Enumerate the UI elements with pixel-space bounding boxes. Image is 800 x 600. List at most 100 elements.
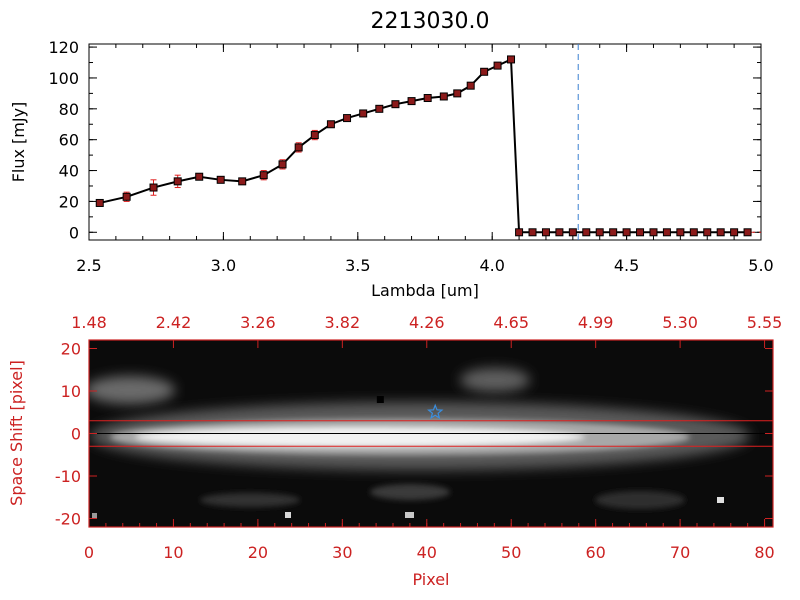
data-point	[622, 228, 631, 237]
data-point	[278, 160, 287, 169]
bright-pixel-3	[717, 497, 724, 503]
y-tick-label: 20	[59, 192, 79, 211]
data-point	[195, 172, 204, 181]
y-tick-label: 120	[48, 38, 79, 57]
x-tick-label: 3.5	[345, 256, 370, 275]
flux-markers	[95, 55, 752, 237]
y-tick-label: -20	[55, 510, 81, 529]
data-point	[507, 55, 516, 64]
flux-error-bars	[96, 55, 515, 207]
y-tick-label: 10	[61, 382, 81, 401]
x-tick-label: 80	[754, 543, 774, 562]
y-tick-label: 0	[69, 223, 79, 242]
data-point	[662, 228, 671, 237]
data-point	[343, 114, 352, 123]
data-point	[743, 228, 752, 237]
x-tick-label: 4.5	[614, 256, 639, 275]
data-point	[541, 228, 550, 237]
noise-patch-1	[370, 484, 450, 500]
data-point	[238, 177, 247, 186]
bright-pixel-4	[92, 513, 97, 518]
x-tick-label: 30	[332, 543, 352, 562]
bottom-tick-labels: 0 10 20 30 40 50 60 70 80 -20 -10 0 10 20	[55, 340, 775, 563]
top-axis-label: 1.48	[71, 313, 107, 332]
data-point	[439, 92, 448, 101]
data-point	[582, 228, 591, 237]
x-tick-label: 3.0	[211, 256, 236, 275]
top-axis-label: 3.82	[325, 313, 361, 332]
bright-pixel-1	[285, 512, 291, 518]
top-axis-label: 3.26	[240, 313, 276, 332]
data-point	[703, 228, 712, 237]
x-tick-label: 50	[501, 543, 521, 562]
y-tick-label: 80	[59, 100, 79, 119]
y-tick-label: 0	[71, 425, 81, 444]
top-tick-labels: 2.5 3.0 3.5 4.0 4.5 5.0 0 20 40 60 80 100 120	[48, 38, 773, 275]
bottom-x-axis-label: Pixel	[412, 570, 449, 589]
x-tick-label: 60	[585, 543, 605, 562]
bottom-y-axis-label: Space Shift [pixel]	[7, 360, 26, 506]
data-point	[310, 131, 319, 140]
y-tick-label: 40	[59, 162, 79, 181]
data-point	[555, 228, 564, 237]
noise-patch-2	[200, 493, 300, 507]
x-tick-label: 20	[248, 543, 268, 562]
top-axis-label: 4.99	[578, 313, 614, 332]
data-point	[407, 97, 416, 106]
top-axis-label: 5.30	[662, 313, 698, 332]
noise-patch-3	[595, 491, 685, 509]
data-point	[149, 183, 158, 192]
data-point	[689, 228, 698, 237]
data-point	[95, 198, 104, 207]
bottom-ticks	[88, 340, 773, 527]
data-point	[649, 228, 658, 237]
x-tick-label: 10	[163, 543, 183, 562]
x-tick-label: 70	[670, 543, 690, 562]
star-marker-icon	[427, 403, 444, 420]
data-point	[676, 228, 685, 237]
data-point	[259, 171, 268, 180]
y-tick-label: 100	[48, 69, 79, 88]
data-point	[730, 228, 739, 237]
data-point	[216, 175, 225, 184]
x-tick-label: 5.0	[748, 256, 773, 275]
flux-series-line	[99, 57, 748, 234]
top-axis-label: 2.42	[156, 313, 192, 332]
data-point	[528, 228, 537, 237]
y-tick-label: 20	[61, 340, 81, 359]
top-title: 2213030.0	[371, 9, 490, 34]
data-point	[595, 228, 604, 237]
bright-pixel-2	[405, 512, 414, 518]
bottom-top-axis-labels: 1.48 2.42 3.26 3.82 4.26 4.65 4.99 5.30 5.55	[71, 313, 782, 332]
data-point	[515, 228, 524, 237]
data-point	[294, 143, 303, 152]
upper-right-glow	[460, 368, 530, 392]
data-point	[453, 89, 462, 98]
data-point	[391, 100, 400, 109]
data-point	[493, 61, 502, 70]
x-tick-label: 0	[84, 543, 94, 562]
top-y-axis-label: Flux [mJy]	[9, 102, 28, 183]
x-tick-label: 40	[417, 543, 437, 562]
data-point	[466, 81, 475, 90]
y-tick-label: 60	[59, 131, 79, 150]
data-point	[122, 192, 131, 201]
data-point	[568, 228, 577, 237]
data-point	[375, 104, 384, 113]
top-axes-frame	[88, 43, 762, 241]
top-ticks	[88, 44, 762, 240]
top-plot-area: 2.5 3.0 3.5 4.0 4.5 5.0 0 20 40 60 80 100 120	[48, 38, 773, 275]
data-point	[609, 228, 618, 237]
data-point	[423, 94, 432, 103]
top-x-axis-label: Lambda [um]	[371, 281, 479, 300]
spectrum-core	[135, 427, 585, 447]
data-point	[173, 177, 182, 186]
data-point	[636, 228, 645, 237]
dark-pixel	[376, 396, 384, 403]
data-point	[716, 228, 725, 237]
data-point	[480, 67, 489, 76]
data-point	[359, 109, 368, 118]
top-axis-label: 5.55	[747, 313, 783, 332]
data-point	[326, 120, 335, 129]
